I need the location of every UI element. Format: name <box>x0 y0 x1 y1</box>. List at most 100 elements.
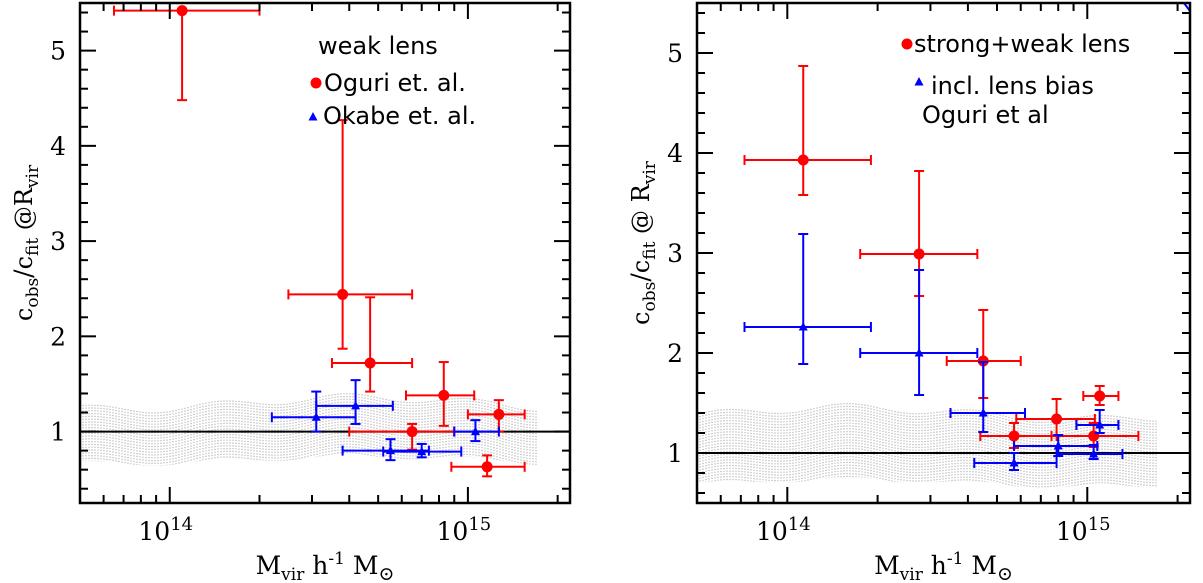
y-tick-label: 3 <box>50 227 66 256</box>
legend-marker-red <box>310 77 322 89</box>
x-tick-label: 1014 <box>756 514 811 546</box>
y-tick-label: 5 <box>667 39 683 68</box>
legend-marker-red <box>901 38 913 50</box>
circle-marker <box>1008 430 1020 442</box>
y-title-s3: vir <box>640 160 660 185</box>
y-tick-label: 2 <box>50 322 66 351</box>
x-tick-exponent: 14 <box>788 514 811 535</box>
data-point <box>315 379 394 425</box>
legend-marker-blue <box>308 112 318 121</box>
circle-marker <box>1051 413 1063 425</box>
y-title-s2: fit <box>23 238 43 256</box>
x-tick-base: 10 <box>756 517 788 546</box>
triangle-marker <box>1095 420 1105 429</box>
circle-marker <box>176 5 188 17</box>
x-tick-base: 10 <box>138 517 170 546</box>
legend: weak lens Oguri et. al. Okabe et. al. <box>308 32 476 130</box>
data-point <box>1075 409 1120 434</box>
x-title-rest2: M <box>345 551 379 580</box>
plot-frame <box>78 1 572 505</box>
triangle-marker <box>1009 458 1019 467</box>
circle-marker <box>493 408 505 420</box>
x-axis-title: Mvir h-1 M⊙ <box>874 549 1013 583</box>
legend-entry: Oguri et. al. <box>324 69 466 97</box>
triangle-marker <box>978 408 988 417</box>
data-point <box>973 452 1058 471</box>
x-tick-label: 1015 <box>437 514 492 546</box>
y-axis-title: cobs/cfit @Rvir <box>9 164 43 321</box>
triangle-marker <box>417 446 427 456</box>
triangle-marker <box>1089 449 1099 458</box>
y-title-at: @ R <box>627 183 655 241</box>
y-tick-label: 4 <box>50 132 66 161</box>
data-point <box>450 454 526 478</box>
data-point <box>743 65 872 196</box>
x-tick-label: 1014 <box>138 514 193 546</box>
scatter-band <box>697 403 1157 489</box>
circle-marker <box>364 357 376 369</box>
y-tick-label: 3 <box>667 239 683 268</box>
data-point <box>330 296 414 393</box>
y-title-c1: c <box>627 311 655 324</box>
y-title-c2: c <box>627 260 655 273</box>
x-tick-exponent: 15 <box>468 514 491 535</box>
series-blue <box>743 233 1124 471</box>
circle-marker <box>797 154 809 166</box>
y-tick-label: 2 <box>667 339 683 368</box>
scatter-band <box>80 393 537 466</box>
x-tick-exponent: 14 <box>170 514 193 535</box>
x-title-symbol: ⊙ <box>379 563 395 583</box>
plot-area <box>80 5 570 478</box>
y-title-s1: obs <box>640 282 660 312</box>
y-axis-ticks <box>697 12 1190 494</box>
y-axis-ticks <box>80 11 570 490</box>
legend-entry: incl. lens bias <box>931 72 1094 100</box>
y-title-c1: c <box>10 308 38 321</box>
plot-area <box>697 3 1190 489</box>
circle-marker <box>438 389 450 401</box>
legend-title: weak lens <box>318 32 438 60</box>
x-title-sub: vir <box>280 565 305 583</box>
data-point <box>453 419 500 443</box>
legend-entry: Oguri et al <box>922 101 1049 129</box>
circle-marker <box>406 426 418 438</box>
x-tick-base: 10 <box>437 517 469 546</box>
data-point <box>1082 385 1120 406</box>
circle-marker <box>481 461 493 473</box>
triangle-marker <box>798 322 808 331</box>
x-title-main: M <box>256 551 282 580</box>
y-title-slash: / <box>626 273 655 282</box>
data-point <box>859 269 979 396</box>
x-tick-base: 10 <box>1056 517 1088 546</box>
x-title-sup: -1 <box>328 549 345 569</box>
circle-marker <box>337 288 349 300</box>
x-title-rest: h <box>304 551 328 580</box>
triangle-marker <box>351 400 361 410</box>
triangle-marker <box>1053 441 1063 450</box>
x-tick-exponent: 15 <box>1088 514 1111 535</box>
circle-marker <box>1094 390 1106 402</box>
data-point <box>1055 444 1124 460</box>
x-title-main: M <box>874 551 900 580</box>
y-tick-label: 1 <box>667 439 683 468</box>
triangle-marker <box>914 348 924 357</box>
legend-entry: strong+weak lens <box>914 30 1130 58</box>
x-tick-label: 1015 <box>1056 514 1111 546</box>
x-title-rest: h <box>923 551 947 580</box>
legend-marker-blue <box>914 77 924 86</box>
y-title-slash: / <box>9 269 38 278</box>
series-red <box>743 65 1140 449</box>
y-title-s2: fit <box>640 241 660 259</box>
x-axis-ticks <box>696 3 1179 503</box>
data-point <box>382 442 463 459</box>
triangle-marker <box>470 426 480 436</box>
series-blue <box>270 379 500 462</box>
y-title-c2: c <box>10 256 38 269</box>
y-title-s1: obs <box>23 278 43 308</box>
x-axis-title: Mvir h-1 M⊙ <box>256 549 395 583</box>
series-red <box>112 5 526 478</box>
